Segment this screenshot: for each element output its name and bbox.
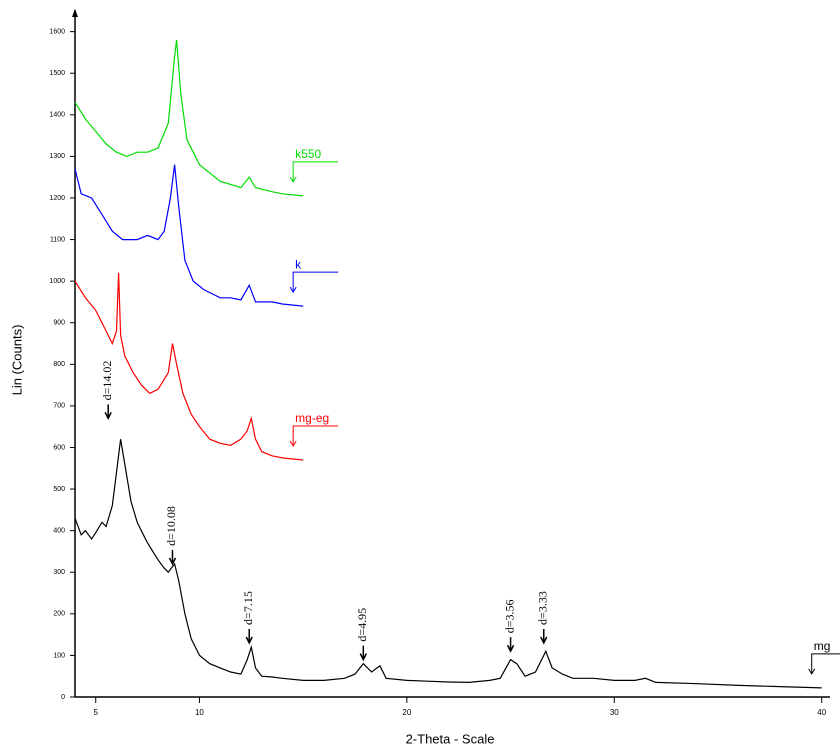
label-arrow (289, 271, 339, 294)
series-line (74, 39, 304, 197)
y-tick-label: 200 (53, 611, 65, 618)
y-tick-label: 1000 (49, 278, 65, 285)
y-tick-label: 700 (53, 403, 65, 410)
y-axis-label: Lin (Counts) (9, 325, 24, 396)
annotation: d=7.15 (241, 591, 255, 625)
x-axis-label: 2-Theta - Scale (406, 731, 495, 746)
axis-arrow (72, 9, 78, 17)
annotation-arrow (540, 628, 548, 645)
y-tick-label: 1300 (49, 153, 65, 160)
y-tick-label: 900 (53, 320, 65, 327)
annotation-arrow (506, 637, 515, 653)
series-line (74, 439, 822, 689)
label-arrow (289, 161, 339, 183)
series-line (74, 164, 304, 307)
series-label: mg-eg (295, 411, 329, 425)
y-tick-label: 0 (61, 694, 65, 701)
series-label: k (295, 257, 302, 271)
y-tick-label: 1400 (49, 112, 65, 119)
annotation: d=10.08 (164, 506, 178, 546)
y-tick-label: 300 (53, 569, 65, 576)
annotation-arrow (359, 645, 367, 662)
label-arrow (289, 425, 339, 447)
x-tick-label: 10 (195, 708, 204, 717)
annotation-arrow (104, 404, 112, 421)
annotation: d=4.95 (355, 608, 369, 642)
y-tick-label: 800 (53, 361, 65, 368)
label-arrow (808, 653, 840, 675)
annotation: d=3.33 (536, 591, 550, 625)
y-tick-label: 1600 (49, 28, 65, 35)
series-label: k550 (295, 147, 321, 161)
annotation-arrow (245, 628, 253, 645)
y-tick-label: 400 (53, 528, 65, 535)
y-tick-label: 1200 (49, 195, 65, 202)
annotation: d=3.56 (502, 599, 516, 633)
y-tick-label: 600 (53, 444, 65, 451)
annotation-arrow (168, 549, 177, 566)
series-label: mg (814, 639, 831, 653)
x-tick-label: 30 (610, 708, 619, 717)
x-tick-label: 40 (817, 708, 826, 717)
series-line (74, 272, 304, 461)
y-tick-label: 100 (53, 652, 65, 659)
y-tick-label: 1500 (49, 70, 65, 77)
y-tick-label: 1100 (50, 236, 65, 243)
x-tick-label: 20 (402, 708, 411, 717)
annotation: d=14.02 (100, 361, 114, 401)
y-tick-label: 500 (53, 486, 65, 493)
x-tick-label: 5 (94, 708, 99, 717)
